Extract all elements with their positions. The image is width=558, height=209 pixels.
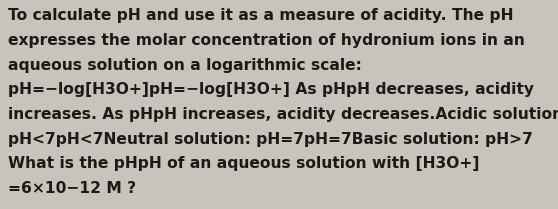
Text: To calculate pH and use it as a measure of acidity. The pH: To calculate pH and use it as a measure …: [8, 8, 514, 23]
Text: increases. As pHpH increases, acidity decreases.Acidic solution:: increases. As pHpH increases, acidity de…: [8, 107, 558, 122]
Text: pH=−log[H3O+]pH=−log[H3O+] As pHpH decreases, acidity: pH=−log[H3O+]pH=−log[H3O+] As pHpH decre…: [8, 82, 535, 97]
Text: What is the pHpH of an aqueous solution with [H3O+]: What is the pHpH of an aqueous solution …: [8, 156, 480, 171]
Text: aqueous solution on a logarithmic scale:: aqueous solution on a logarithmic scale:: [8, 58, 362, 73]
Text: =6×10−12 M ?: =6×10−12 M ?: [8, 181, 137, 196]
Text: pH<7pH<7Neutral solution: pH=7pH=7Basic solution: pH>7: pH<7pH<7Neutral solution: pH=7pH=7Basic …: [8, 132, 533, 147]
Text: expresses the molar concentration of hydronium ions in an: expresses the molar concentration of hyd…: [8, 33, 525, 48]
